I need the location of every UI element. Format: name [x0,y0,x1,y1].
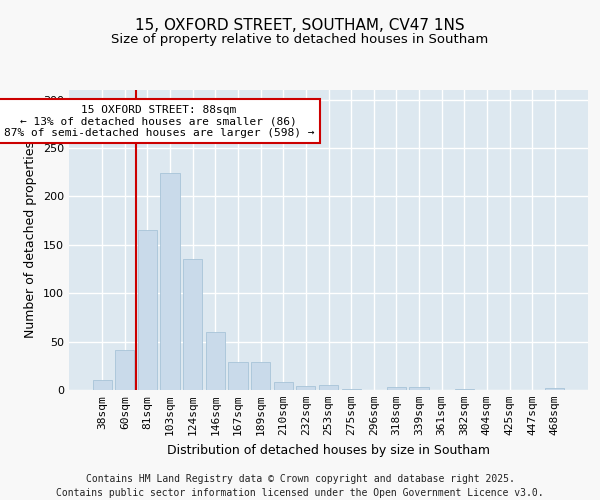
Bar [251,362,270,390]
Bar [92,380,112,390]
Bar [545,388,565,390]
Bar [296,386,316,390]
Bar [341,389,361,390]
Bar [115,350,134,390]
Y-axis label: Number of detached properties: Number of detached properties [25,142,37,338]
Text: Size of property relative to detached houses in Southam: Size of property relative to detached ho… [112,32,488,46]
Bar [319,385,338,390]
Bar [455,389,474,390]
Text: Contains HM Land Registry data © Crown copyright and database right 2025.
Contai: Contains HM Land Registry data © Crown c… [56,474,544,498]
Bar [138,230,157,390]
Bar [409,387,428,390]
Text: 15, OXFORD STREET, SOUTHAM, CV47 1NS: 15, OXFORD STREET, SOUTHAM, CV47 1NS [135,18,465,32]
Bar [183,260,202,390]
X-axis label: Distribution of detached houses by size in Southam: Distribution of detached houses by size … [167,444,490,456]
Bar [229,362,248,390]
Bar [274,382,293,390]
Bar [387,387,406,390]
Text: 15 OXFORD STREET: 88sqm
← 13% of detached houses are smaller (86)
87% of semi-de: 15 OXFORD STREET: 88sqm ← 13% of detache… [4,104,314,138]
Bar [206,332,225,390]
Bar [160,173,180,390]
